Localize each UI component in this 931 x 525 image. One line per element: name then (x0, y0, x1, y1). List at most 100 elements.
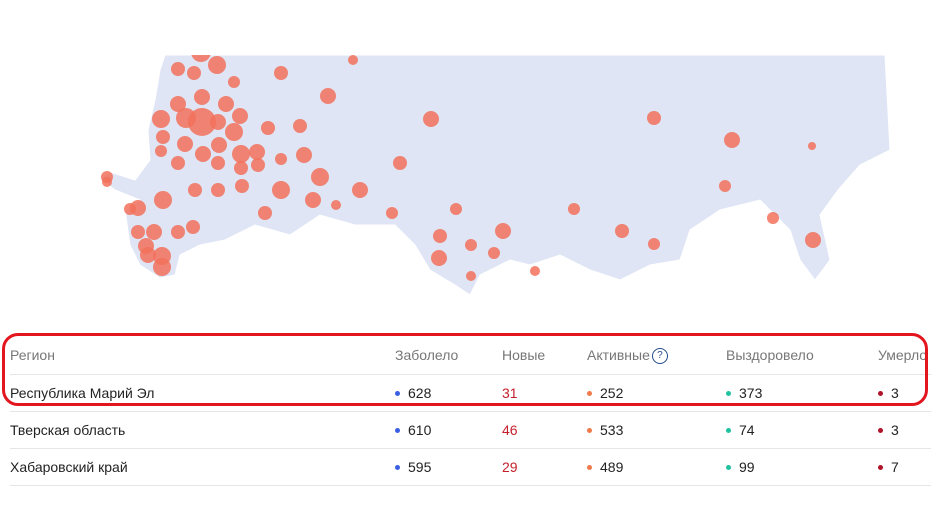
active-value: 252 (587, 375, 623, 411)
confirmed-dot-icon (395, 427, 400, 433)
header-deaths[interactable]: Умерло (878, 347, 928, 363)
region-marker[interactable] (251, 158, 265, 172)
deaths-dot-icon (878, 427, 883, 433)
region-marker[interactable] (131, 225, 145, 239)
region-marker[interactable] (386, 207, 398, 219)
region-marker[interactable] (465, 239, 477, 251)
region-marker[interactable] (450, 203, 462, 215)
header-confirmed[interactable]: Заболело (395, 347, 459, 363)
region-marker[interactable] (211, 156, 225, 170)
recovered-dot-icon (726, 427, 731, 433)
region-marker[interactable] (186, 220, 200, 234)
region-marker[interactable] (140, 247, 156, 263)
region-marker[interactable] (423, 111, 439, 127)
region-marker[interactable] (171, 156, 185, 170)
region-marker[interactable] (431, 250, 447, 266)
new-value: 31 (502, 385, 518, 401)
region-name: Республика Марий Эл (10, 385, 155, 401)
region-marker[interactable] (249, 144, 265, 160)
region-marker[interactable] (272, 181, 290, 199)
active-dot-icon (587, 390, 592, 396)
region-marker[interactable] (805, 232, 821, 248)
region-marker[interactable] (275, 153, 287, 165)
region-name: Тверская область (10, 422, 126, 438)
region-marker[interactable] (187, 66, 201, 80)
region-marker[interactable] (311, 168, 329, 186)
active-dot-icon (587, 427, 592, 433)
region-marker[interactable] (171, 225, 185, 239)
region-marker[interactable] (211, 137, 227, 153)
region-marker[interactable] (808, 142, 816, 150)
region-marker[interactable] (235, 179, 249, 193)
region-marker[interactable] (296, 147, 312, 163)
region-marker[interactable] (232, 108, 248, 124)
region-marker[interactable] (495, 223, 511, 239)
deaths-value: 3 (878, 375, 899, 411)
region-marker[interactable] (393, 156, 407, 170)
region-marker[interactable] (130, 200, 146, 216)
region-marker[interactable] (767, 212, 779, 224)
region-marker[interactable] (225, 123, 243, 141)
region-marker[interactable] (293, 119, 307, 133)
active-value: 489 (587, 449, 623, 485)
region-marker[interactable] (647, 111, 661, 125)
region-marker[interactable] (305, 192, 321, 208)
region-marker[interactable] (188, 108, 216, 136)
russia-cases-map[interactable] (0, 0, 931, 310)
region-marker[interactable] (568, 203, 580, 215)
region-marker[interactable] (348, 55, 358, 65)
region-marker[interactable] (352, 182, 368, 198)
region-marker[interactable] (188, 183, 202, 197)
region-marker[interactable] (153, 258, 171, 276)
russia-land (99, 54, 891, 296)
header-active[interactable]: Активные? (587, 337, 668, 373)
region-marker[interactable] (261, 121, 275, 135)
deaths-dot-icon (878, 390, 883, 396)
recovered-value: 373 (726, 375, 762, 411)
region-marker[interactable] (195, 146, 211, 162)
region-marker[interactable] (194, 89, 210, 105)
confirmed-dot-icon (395, 390, 400, 396)
region-marker[interactable] (719, 180, 731, 192)
region-marker[interactable] (154, 191, 172, 209)
region-marker[interactable] (234, 161, 248, 175)
region-marker[interactable] (530, 266, 540, 276)
region-marker[interactable] (228, 76, 240, 88)
region-marker[interactable] (433, 229, 447, 243)
header-recovered[interactable]: Выздоровело (726, 347, 814, 363)
recovered-value: 74 (726, 412, 755, 448)
region-marker[interactable] (152, 110, 170, 128)
region-marker[interactable] (210, 114, 226, 130)
table-row[interactable]: Хабаровский край 595 29 489 99 7 (10, 449, 931, 486)
table-row[interactable]: Республика Марий Эл 628 31 252 373 3 (10, 375, 931, 412)
region-marker[interactable] (155, 145, 167, 157)
region-marker[interactable] (615, 224, 629, 238)
active-value: 533 (587, 412, 623, 448)
region-marker[interactable] (218, 96, 234, 112)
region-marker[interactable] (466, 271, 476, 281)
region-marker[interactable] (102, 177, 112, 187)
region-marker[interactable] (170, 96, 186, 112)
header-region[interactable]: Регион (10, 347, 55, 363)
region-marker[interactable] (208, 56, 226, 74)
region-marker[interactable] (274, 66, 288, 80)
region-marker[interactable] (156, 130, 170, 144)
confirmed-value: 610 (395, 412, 431, 448)
region-marker[interactable] (146, 224, 162, 240)
region-marker[interactable] (171, 62, 185, 76)
deaths-value: 3 (878, 412, 899, 448)
region-marker[interactable] (488, 247, 500, 259)
region-marker[interactable] (648, 238, 660, 250)
new-value: 46 (502, 422, 518, 438)
region-marker[interactable] (211, 183, 225, 197)
region-marker[interactable] (331, 200, 341, 210)
recovered-dot-icon (726, 464, 731, 470)
help-icon[interactable]: ? (651, 348, 668, 365)
region-marker[interactable] (724, 132, 740, 148)
region-marker[interactable] (232, 145, 250, 163)
table-row[interactable]: Тверская область 610 46 533 74 3 (10, 412, 931, 449)
region-marker[interactable] (320, 88, 336, 104)
region-marker[interactable] (258, 206, 272, 220)
header-new[interactable]: Новые (502, 347, 546, 363)
region-marker[interactable] (177, 136, 193, 152)
